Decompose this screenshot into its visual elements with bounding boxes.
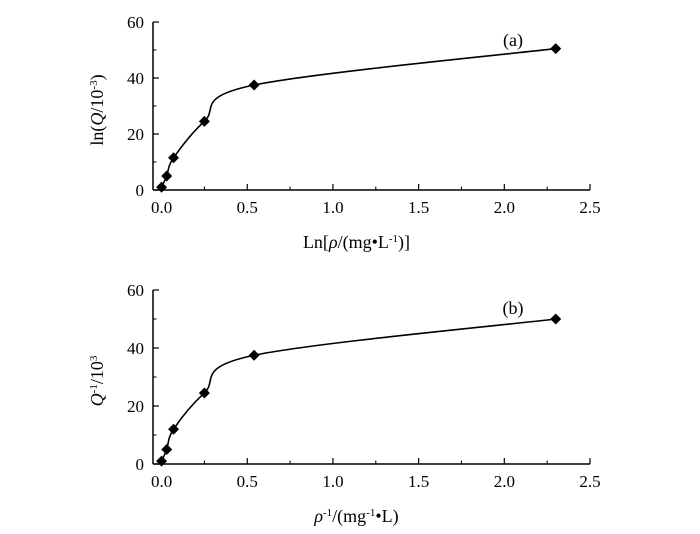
panel-a-label: (a) <box>503 30 523 51</box>
panel-b-data-point <box>198 387 210 399</box>
panel-a-y-tick-label: 40 <box>127 69 144 88</box>
panel-a-y-axis-label: ln(Q/10-3) <box>87 74 108 145</box>
panel-b-x-tick-label: 0.5 <box>237 472 258 491</box>
panel-b-y-tick-label: 20 <box>127 397 144 416</box>
panel-a-series-line <box>160 47 556 188</box>
panel-b-x-tick-label: 0.0 <box>151 472 172 491</box>
panel-b-x-tick-label: 1.5 <box>408 472 429 491</box>
panel-a-y-tick-label: 20 <box>127 125 144 144</box>
panel-b-data-point <box>168 423 180 435</box>
panel-b-y-tick-label: 60 <box>127 281 144 300</box>
panel-b-data-point <box>248 349 260 361</box>
panel-a-data-point <box>248 79 260 91</box>
panel-b-chart: 0.0 0.5 1.0 1.5 2.0 2.5 0 20 40 60 (b) ρ-1/(mg-1•L)… <box>87 281 601 527</box>
panel-a-x-tick-label: 2.0 <box>494 198 515 217</box>
panel-a-x-axis-label: Ln[ρ/(mg•L-1)] <box>303 232 410 253</box>
panel-a-y-tick-label: 0 <box>136 181 145 200</box>
panel-b-y-axis-label: Q-1/103 <box>87 355 107 406</box>
panel-b-series-line <box>160 318 556 462</box>
panel-b-x-tick-label: 2.5 <box>579 472 600 491</box>
panel-a-y-tick-label: 60 <box>127 13 144 32</box>
panel-b-y-tick-label: 0 <box>136 455 145 474</box>
panel-b-data-point <box>156 455 168 467</box>
panel-b-x-tick-label: 2.0 <box>494 472 515 491</box>
panel-a-x-tick-label: 2.5 <box>579 198 600 217</box>
panel-a-data-point <box>550 43 562 55</box>
panel-a-chart: 0.0 0.5 1.0 1.5 2.0 2.5 0 20 40 60 (a) Ln[ρ/(mg•L-1… <box>87 13 601 253</box>
panel-b-x-tick-label: 1.0 <box>322 472 343 491</box>
panel-a-x-tick-label: 1.5 <box>408 198 429 217</box>
panel-a-x-tick-label: 0.5 <box>237 198 258 217</box>
panel-a-data-point <box>156 181 168 193</box>
panel-a-x-tick-label: 0.0 <box>151 198 172 217</box>
panel-b-data-point <box>550 313 562 325</box>
panel-a-x-tick-label: 1.0 <box>322 198 343 217</box>
panel-b-data-point <box>161 444 173 455</box>
panel-b-y-tick-label: 40 <box>127 339 144 358</box>
panel-a-data-point <box>161 170 173 182</box>
panel-a-data-point <box>168 152 180 164</box>
panel-b-x-axis-label: ρ-1/(mg-1•L) <box>313 506 398 527</box>
panel-b-label: (b) <box>503 298 524 319</box>
panel-a-data-point <box>198 115 210 127</box>
